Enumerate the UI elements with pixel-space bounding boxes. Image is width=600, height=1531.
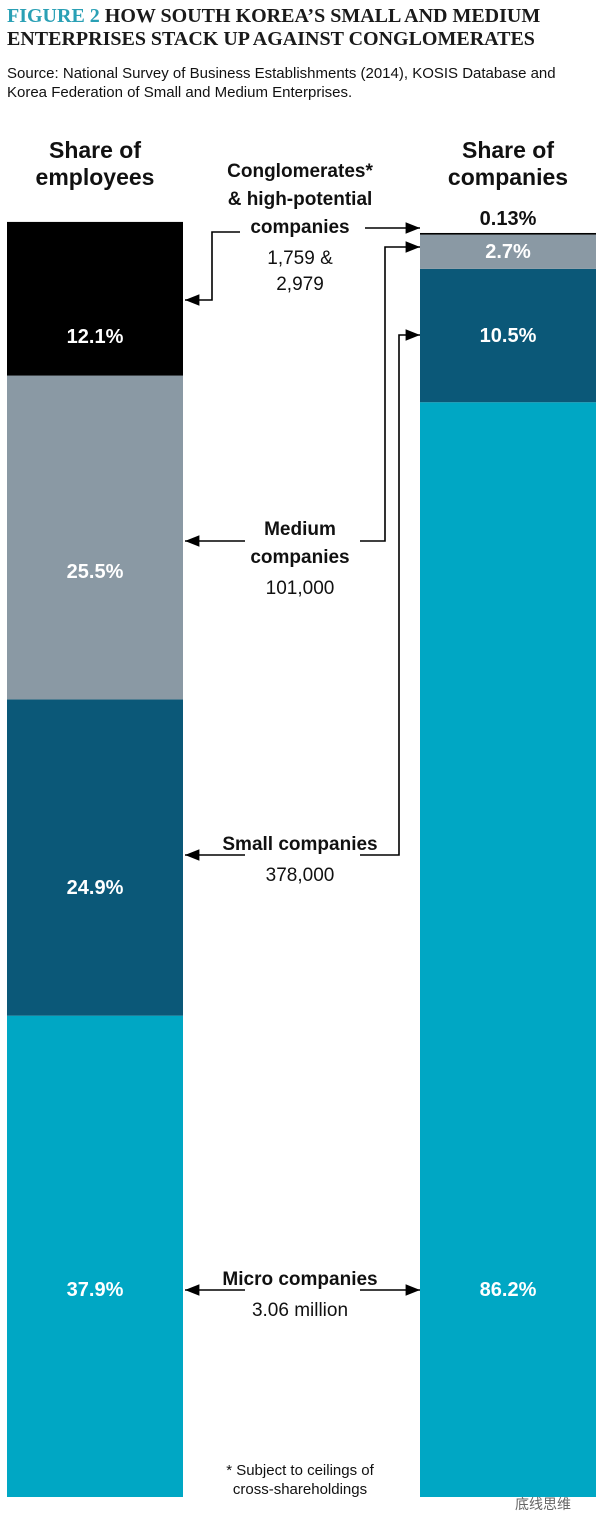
bar-segment bbox=[420, 234, 596, 269]
arrow bbox=[360, 241, 420, 542]
bar-segment bbox=[7, 1015, 183, 1497]
series-name: Conglomerates* & high-potential companie… bbox=[227, 161, 373, 238]
bar-segment bbox=[7, 375, 183, 700]
watermark: 底线思维 bbox=[515, 1496, 571, 1512]
arrow bbox=[360, 329, 420, 856]
series-name: Medium companies bbox=[250, 519, 350, 568]
series-annotation: Small companies 378,000 bbox=[210, 831, 390, 889]
series-count: 378,000 bbox=[265, 865, 335, 886]
source: Source: National Survey of Business Esta… bbox=[7, 65, 556, 101]
bar-segment bbox=[420, 402, 596, 1497]
series-count: 101,000 bbox=[265, 578, 335, 599]
value-label: 37.9% bbox=[66, 1279, 124, 1301]
series-count: 3.06 million bbox=[251, 1300, 349, 1321]
category-label: Share of companies bbox=[447, 137, 569, 190]
footnote: * Subject to ceilings of cross-sharehold… bbox=[226, 1462, 374, 1498]
value-label: 86.2% bbox=[479, 1279, 537, 1301]
value-label: 12.1% bbox=[66, 326, 124, 348]
bar-segment bbox=[7, 699, 183, 1016]
value-label: 0.13% bbox=[479, 207, 537, 230]
category-label: Share of employees bbox=[35, 137, 155, 190]
series-name: Micro companies bbox=[222, 1269, 378, 1290]
value-label: 24.9% bbox=[66, 877, 124, 899]
bar-segment bbox=[420, 232, 596, 235]
arrow bbox=[185, 231, 240, 306]
title-block: FIGURE 2 HOW SOUTH KOREA’S SMALL AND MEDI… bbox=[7, 5, 595, 51]
series-annotation: Conglomerates* & high-potential companie… bbox=[210, 158, 390, 298]
connectors bbox=[185, 222, 420, 1296]
bar-segment bbox=[420, 268, 596, 403]
series-count: 1,759 & 2,979 bbox=[267, 248, 333, 295]
series-annotation: Medium companies 101,000 bbox=[210, 516, 390, 602]
value-label: 25.5% bbox=[66, 561, 124, 583]
value-label: 2.7% bbox=[485, 240, 531, 263]
value-label: 10.5% bbox=[479, 324, 537, 347]
bar-segment bbox=[7, 221, 183, 376]
series-name: Small companies bbox=[222, 834, 378, 855]
figure-label: FIGURE 2 bbox=[7, 5, 100, 27]
series-annotation: Micro companies 3.06 million bbox=[210, 1266, 390, 1324]
chart-title: HOW SOUTH KOREA’S SMALL AND MEDIUM ENTER… bbox=[7, 5, 541, 50]
